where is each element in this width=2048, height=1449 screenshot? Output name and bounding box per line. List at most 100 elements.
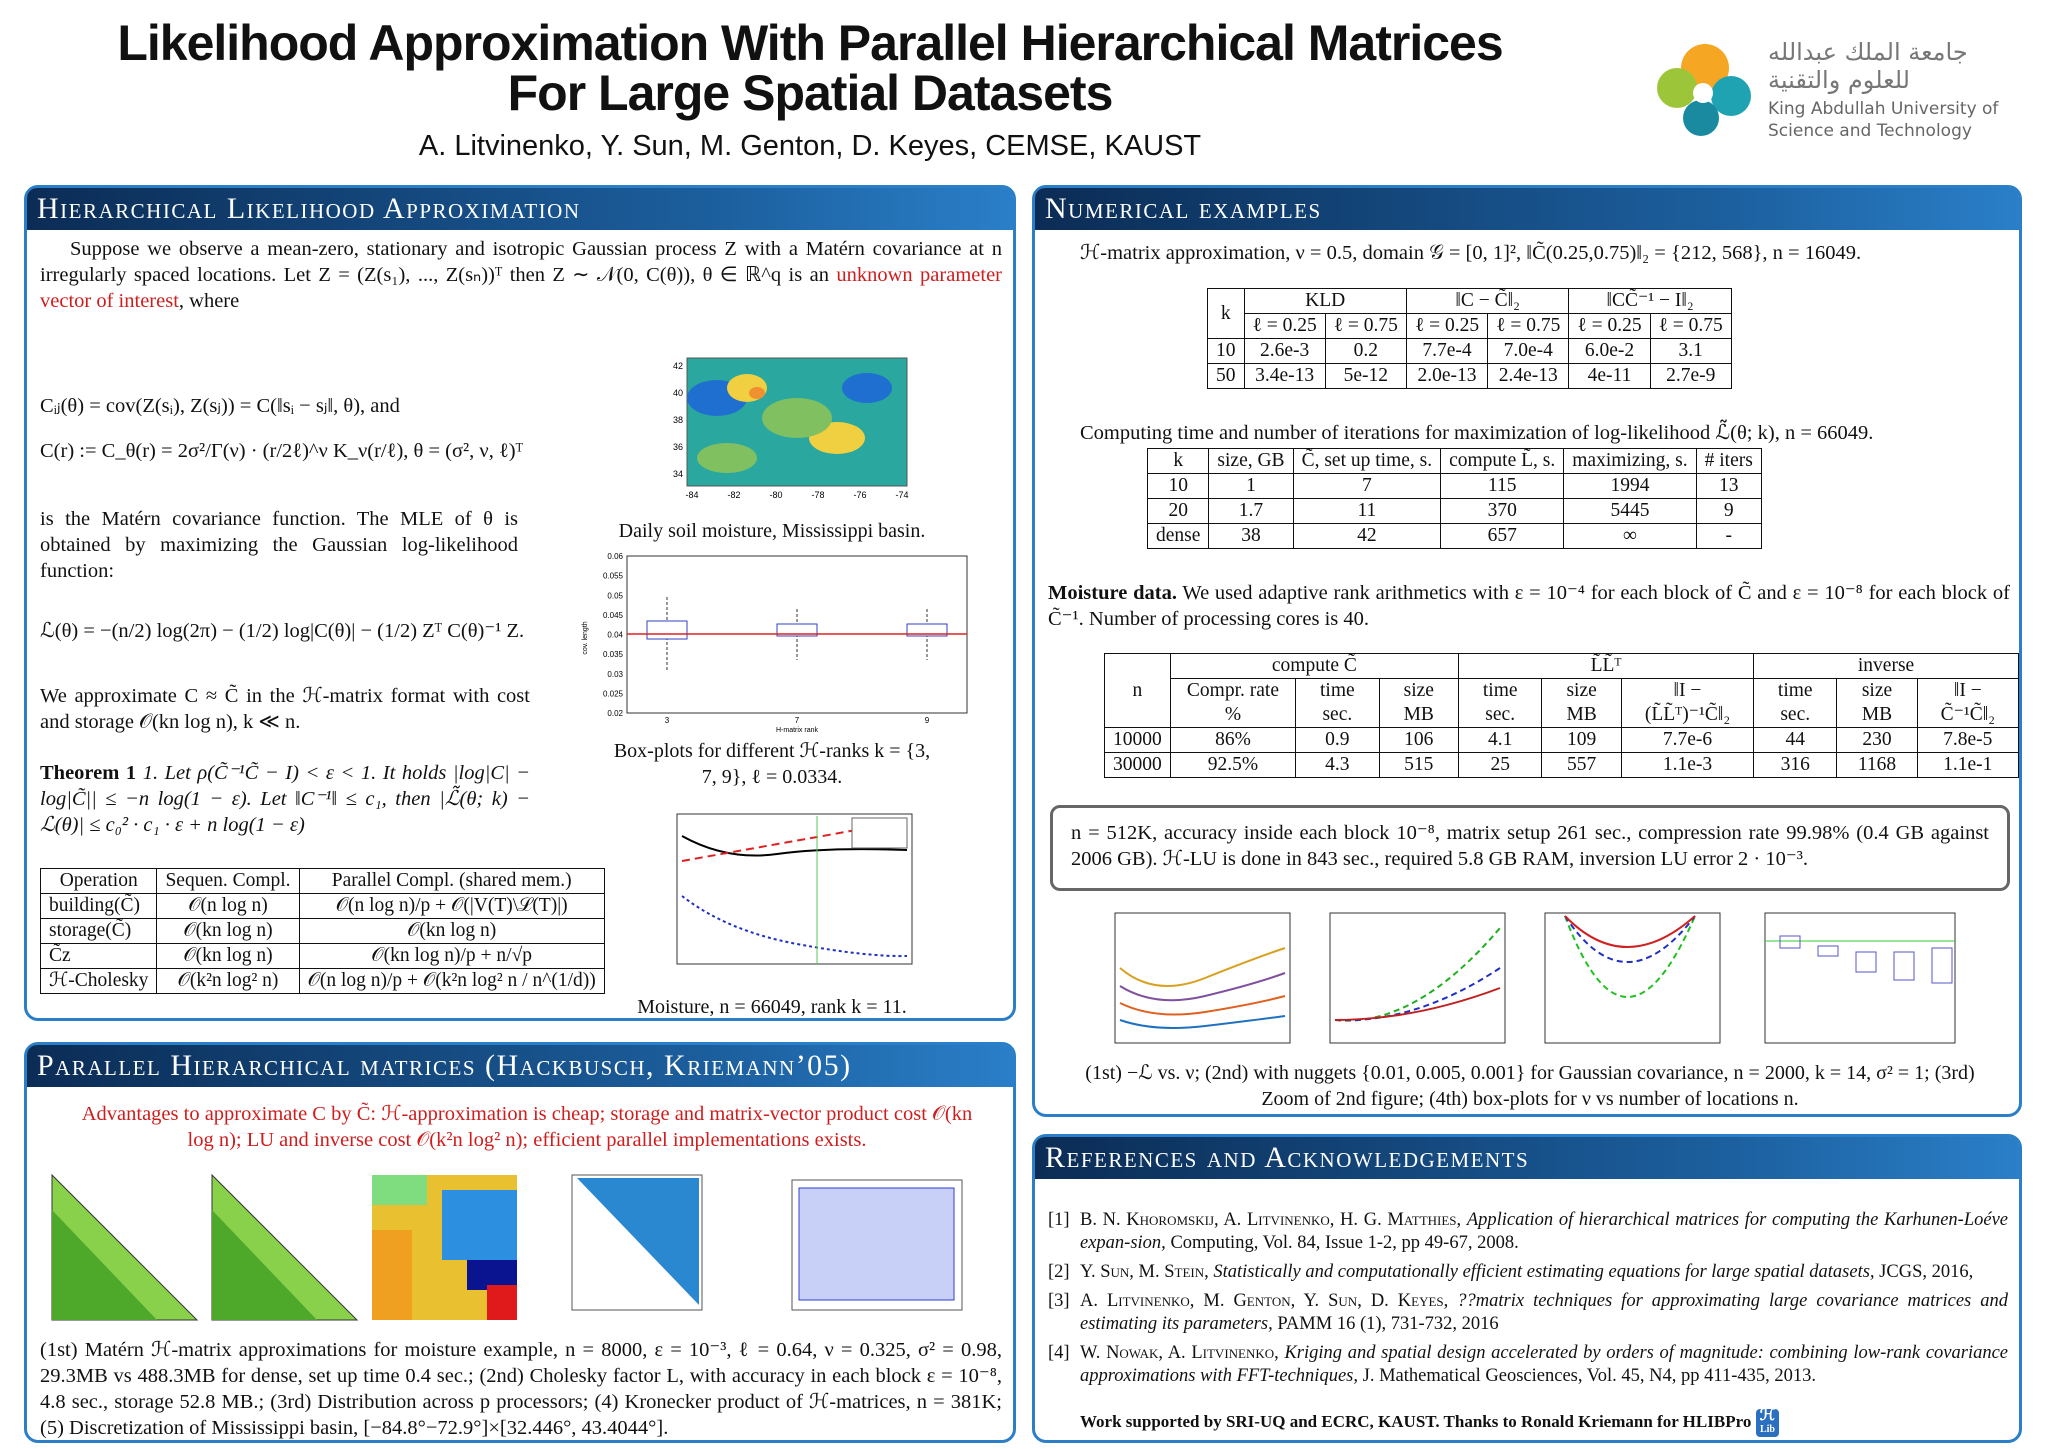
plot [1544, 912, 1721, 1044]
reference-venue: J. Mathematical Geosciences, Vol. 45, N4… [1362, 1366, 1816, 1386]
plot-curve [1119, 947, 1286, 987]
header-cell: ℓ = 0.75 [1649, 313, 1732, 339]
map-region [842, 373, 892, 403]
map-y-tick: 40 [673, 388, 683, 398]
header-cell: ℓ = 0.75 [1324, 313, 1407, 339]
highlight-box: n = 512K, accuracy inside each block 10⁻… [1050, 805, 2010, 891]
theorem-label: Theorem 1 [40, 762, 137, 784]
cell: 7 [1292, 473, 1442, 499]
y-tick-label: 0.02 [607, 709, 623, 718]
triangle [52, 1210, 157, 1320]
panel-references: References and Acknowledgements [1] B. N.… [1032, 1134, 2022, 1443]
reference-body: A. Litvinenko, M. Genton, Y. Sun, D. Key… [1080, 1290, 2008, 1336]
header-row: n compute C̃ L̃L̃ᵀ inverse [1104, 653, 2019, 728]
cell: 7.0e-4 [1487, 338, 1570, 364]
map-x-tick: -80 [769, 490, 782, 500]
cell: 1168 [1836, 752, 1918, 778]
cell: building(C̃) [39, 893, 158, 919]
y-tick-label: 0.06 [607, 552, 623, 561]
table: k KLD ‖C − C̃‖₂ ‖CC̃⁻¹ − I‖₂ ℓ = 0.25 ℓ = 0.7… [1207, 288, 1732, 389]
cell: 13 [1695, 473, 1762, 499]
box [776, 623, 818, 637]
header-cell: Parallel Compl. (shared mem.) [298, 868, 605, 894]
plot [1764, 912, 1956, 1044]
caption: Moisture, n = 66049, rank k = 11. [637, 996, 907, 1018]
cell: 10000 [1104, 727, 1171, 753]
cell: 10 [1207, 338, 1245, 364]
hmatrix-fig [51, 1173, 359, 1321]
icon-text: ℋ [1759, 1407, 1776, 1424]
header-cell: k [1146, 448, 1210, 474]
table: n compute C̃ L̃L̃ᵀ inverse Compr. rate % time… [1104, 653, 2020, 778]
table-wrap: k KLD ‖C − C̃‖₂ ‖CC̃⁻¹ − I‖₂ ℓ = 0.25 ℓ = 0.7… [1207, 288, 1732, 389]
header-row: ℓ = 0.25 ℓ = 0.75 ℓ = 0.25 ℓ = 0.75 ℓ = 0.25… [1208, 313, 1732, 339]
header-cell: ℓ = 0.25 [1405, 313, 1489, 339]
cell: 7.8e-5 [1916, 727, 2020, 753]
plot-curve [1564, 915, 1696, 963]
y-tick-label: 0.025 [603, 689, 624, 698]
header-cell: L̃L̃ᵀ [1458, 653, 1755, 679]
logo-petal [1657, 68, 1697, 108]
reference: [1] B. N. Khoromskij, A. Litvinenko, H. G… [1048, 1209, 2008, 1255]
equation: C(r) := C_θ(r) = 2σ²/Γ(ν) · (r/2ℓ)^ν K_ν… [40, 440, 524, 462]
reference-title: Kriging and spatial design accelerated b… [1080, 1343, 2009, 1386]
map-y-tick: 34 [673, 469, 683, 479]
reference: [3] A. Litvinenko, M. Genton, Y. Sun, D. … [1048, 1290, 2008, 1336]
cell: 11 [1292, 498, 1442, 524]
cell: 𝒪(n log n) [156, 893, 300, 919]
table-wrap: n compute C̃ L̃L̃ᵀ inverse Compr. rate % time… [1104, 653, 2020, 778]
cell: 𝒪(kn log n)/p + n/√p [298, 943, 605, 969]
matrix-figures [51, 1173, 963, 1321]
icon-text: Lib [1759, 1424, 1775, 1435]
panel-title: Numerical examples [1035, 188, 2019, 230]
hlib-icon: ℋ Lib [1755, 1407, 1780, 1437]
map-y-tick: 42 [673, 361, 683, 371]
triangle [212, 1210, 317, 1320]
paragraph: is the Matérn covariance function. The M… [40, 508, 518, 582]
map-x-tick: -76 [853, 490, 866, 500]
y-tick-label: 0.05 [607, 591, 623, 600]
cell: ∞ [1563, 523, 1697, 549]
reference-authors: W. Nowak, A. Litvinenko, [1080, 1343, 1279, 1363]
map-region [749, 387, 765, 399]
intro-text: Suppose we observe a mean-zero, stationa… [40, 238, 1002, 286]
plot-curve [1119, 972, 1286, 1002]
header-cell: ‖I − C̃⁻¹C̃‖₂ [1916, 678, 2020, 728]
cell: 5445 [1563, 498, 1697, 524]
cell: 4.1 [1458, 727, 1543, 753]
header-cell: ‖C − C̃‖₂ [1405, 288, 1570, 314]
cell: C̃z [39, 943, 158, 969]
cell: 0.2 [1324, 338, 1407, 364]
box [646, 620, 688, 640]
header-cell: size MB [1541, 678, 1622, 728]
map-x-tick: -84 [685, 490, 698, 500]
cell: 92.5% [1169, 752, 1297, 778]
cell: 𝒪(kn log n) [298, 918, 605, 944]
header-cell: ℓ = 0.25 [1568, 313, 1651, 339]
reference-authors: B. N. Khoromskij, A. Litvinenko, H. G. M… [1080, 1210, 1462, 1230]
y-axis-label: cov. length [582, 621, 589, 654]
advantages: Advantages to approximate C by C̃: ℋ-app… [81, 1103, 973, 1151]
panel-parallel: Parallel Hierarchical matrices (Hackbusc… [24, 1042, 1016, 1443]
reference-number: [2] [1048, 1262, 1070, 1282]
reference-title: Statistically and computationally effici… [1213, 1262, 1875, 1282]
paragraph: Moisture data. We used adaptive rank ari… [1048, 580, 2010, 632]
reference-title: Application of hierarchical matrices for… [1080, 1210, 2009, 1253]
line-plot [676, 813, 913, 965]
row: 10 2.6e-3 0.2 7.7e-4 7.0e-4 6.0e-2 3.1 [1207, 338, 1732, 364]
map-y-tick: 36 [673, 442, 683, 452]
acknowledgement: Work supported by SRI-UQ and ECRC, KAUST… [1080, 1407, 1780, 1437]
reference-body: W. Nowak, A. Litvinenko, Kriging and spa… [1080, 1342, 2008, 1388]
cell: 4e-11 [1568, 363, 1651, 389]
logo-english: King Abdullah University of Science and … [1768, 98, 1998, 142]
cell: 𝒪(n log n)/p + 𝒪(k²n log² n / n^(1/d)) [298, 968, 605, 994]
block [372, 1175, 427, 1205]
reference-venue: Computing, Vol. 84, Issue 1-2, pp 49-67,… [1170, 1233, 1519, 1253]
header-cell: Operation [39, 868, 158, 894]
equation: ℒ(θ) = −(n/2) log(2π) − (1/2) log|C(θ)| … [40, 620, 525, 642]
cell: 38 [1208, 523, 1294, 549]
reference-authors: Y. Sun, M. Stein, [1080, 1262, 1209, 1282]
map-x-tick: -82 [727, 490, 740, 500]
cell: 50 [1207, 363, 1245, 389]
plot-curve [1334, 987, 1501, 1021]
